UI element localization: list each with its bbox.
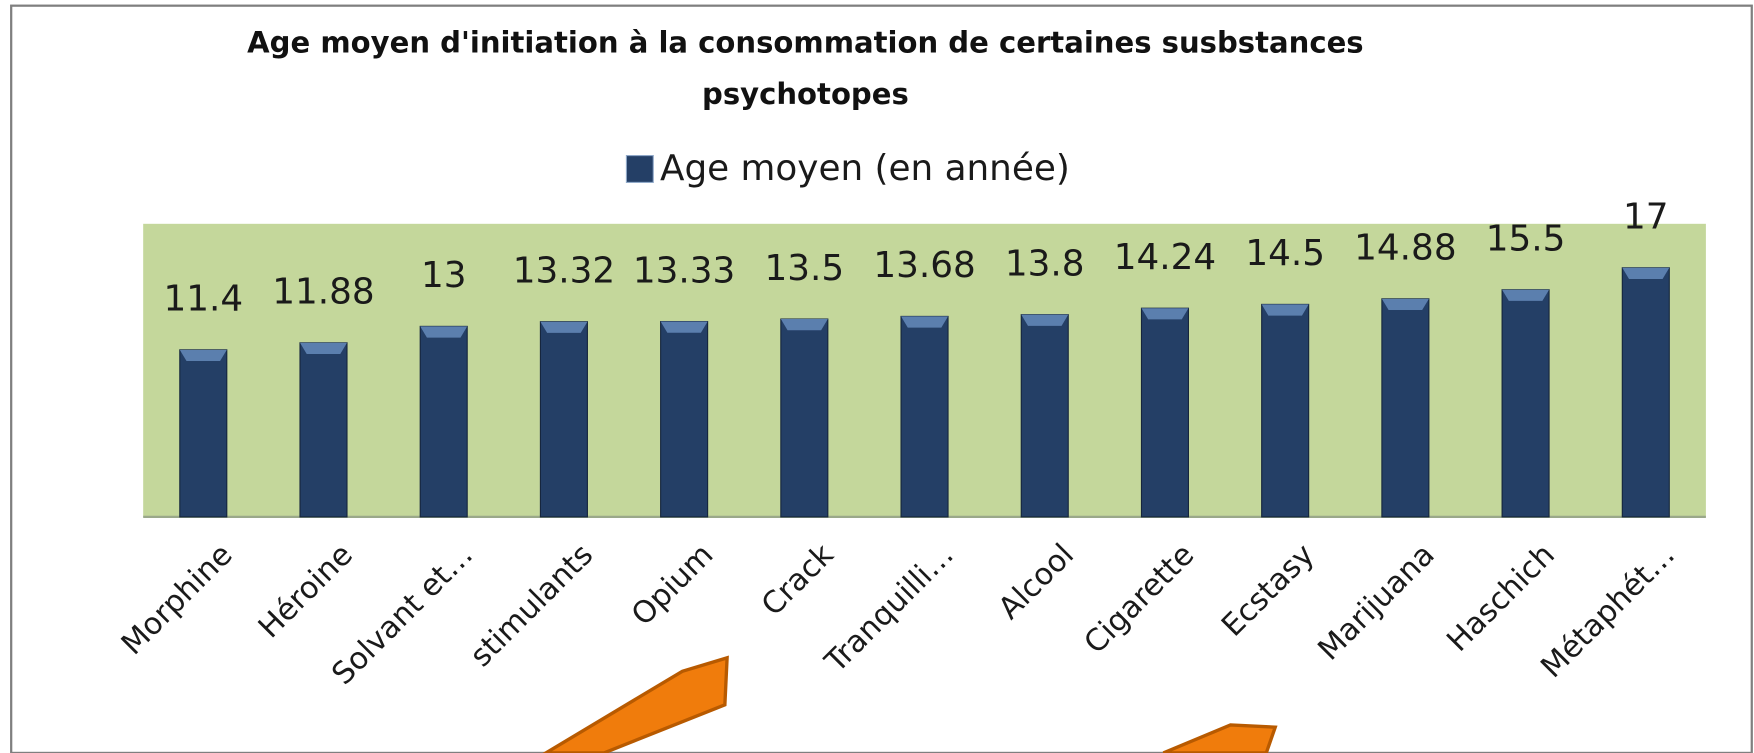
bar-cap bbox=[1381, 298, 1429, 311]
bar-cap bbox=[780, 319, 828, 331]
bar bbox=[660, 320, 709, 518]
data-label: 14.88 bbox=[1354, 228, 1456, 269]
bar-cap bbox=[1021, 314, 1069, 326]
bar-cap bbox=[1622, 267, 1670, 279]
bar bbox=[1501, 289, 1550, 518]
legend-swatch bbox=[625, 155, 654, 183]
data-label: 13.33 bbox=[633, 250, 735, 291]
bar-cap bbox=[901, 316, 949, 328]
legend-label: Age moyen (en année) bbox=[660, 148, 1070, 189]
data-label: 17 bbox=[1623, 197, 1669, 238]
bar-cap bbox=[1141, 308, 1189, 320]
title-container: Age moyen d'initiation à la consommation… bbox=[247, 26, 1364, 112]
data-label: 13.5 bbox=[764, 248, 844, 289]
bar bbox=[419, 325, 468, 518]
data-label: 14.5 bbox=[1245, 233, 1325, 274]
chart-title: Age moyen d'initiation à la consommation… bbox=[247, 26, 1364, 112]
bar bbox=[900, 315, 949, 518]
data-label: 11.4 bbox=[163, 279, 243, 320]
bar bbox=[780, 318, 829, 518]
bar-cap bbox=[540, 321, 588, 333]
bar bbox=[179, 349, 228, 518]
bar bbox=[1140, 307, 1190, 518]
bar-cap bbox=[660, 321, 708, 333]
bar bbox=[1381, 298, 1430, 518]
bar-cap bbox=[179, 349, 227, 362]
bar bbox=[299, 342, 348, 518]
data-label: 13.32 bbox=[513, 250, 615, 291]
data-label: 14.24 bbox=[1114, 237, 1216, 278]
data-label: 13 bbox=[421, 255, 467, 296]
bar bbox=[539, 321, 588, 518]
bar bbox=[1621, 267, 1670, 518]
data-label: 13.68 bbox=[873, 245, 975, 286]
bar bbox=[1020, 314, 1069, 518]
bar-cap bbox=[1502, 289, 1550, 301]
data-label: 15.5 bbox=[1486, 219, 1566, 260]
data-label: 11.88 bbox=[272, 272, 374, 313]
bar-cap bbox=[1261, 304, 1309, 316]
data-label: 13.8 bbox=[1005, 243, 1085, 284]
bar bbox=[1261, 303, 1310, 518]
bar-cap bbox=[420, 326, 468, 338]
bar-cap bbox=[300, 342, 347, 354]
